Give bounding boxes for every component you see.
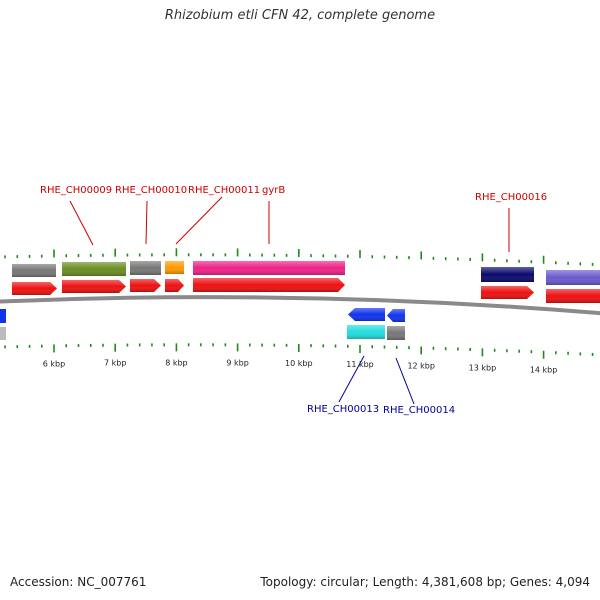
tick-marks-inner: [4, 343, 594, 359]
forward-features: [12, 261, 600, 303]
gene-labels: RHE_CH00009 RHE_CH00010 RHE_CH00011 gyrB…: [40, 185, 547, 416]
scale-label: 9 kbp: [226, 358, 248, 367]
tick-marks-outer: [4, 248, 594, 266]
scale-label: 11 kbp: [346, 360, 374, 369]
gene-label-rhe-ch00016[interactable]: RHE_CH00016: [475, 192, 547, 203]
label-callouts: [69, 196, 510, 405]
gene-label-gyrb[interactable]: gyrB: [262, 185, 285, 196]
gene-label-rhe-ch00009[interactable]: RHE_CH00009: [40, 185, 112, 196]
accession-text: Accession: NC_007761: [10, 575, 147, 589]
gene-label-rhe-ch00013[interactable]: RHE_CH00013: [307, 404, 379, 415]
map-title: Rhizobium etli CFN 42, complete genome: [164, 8, 436, 23]
scale-labels: 6 kbp 7 kbp 8 kbp 9 kbp 10 kbp 11 kbp 12 kbp 13…: [43, 358, 558, 374]
gene-label-rhe-ch00011[interactable]: RHE_CH00011: [188, 185, 260, 196]
scale-label: 8 kbp: [165, 358, 187, 367]
feature-lightgray-edge[interactable]: [0, 327, 6, 340]
cds-arrow-left-edge[interactable]: [0, 309, 6, 323]
gene-label-rhe-ch00010[interactable]: RHE_CH00010: [115, 185, 187, 196]
reverse-features: [0, 308, 405, 340]
gene-label-rhe-ch00014[interactable]: RHE_CH00014: [383, 405, 455, 416]
scale-label: 13 kbp: [469, 363, 497, 372]
scale-label: 12 kbp: [407, 361, 435, 370]
scale-label: 7 kbp: [104, 359, 126, 368]
genome-backbone: [0, 295, 600, 316]
scale-label: 14 kbp: [530, 366, 558, 375]
scale-label: 10 kbp: [285, 359, 313, 368]
genome-summary-text: Topology: circular; Length: 4,381,608 bp…: [260, 575, 590, 589]
scale-label: 6 kbp: [43, 359, 65, 368]
